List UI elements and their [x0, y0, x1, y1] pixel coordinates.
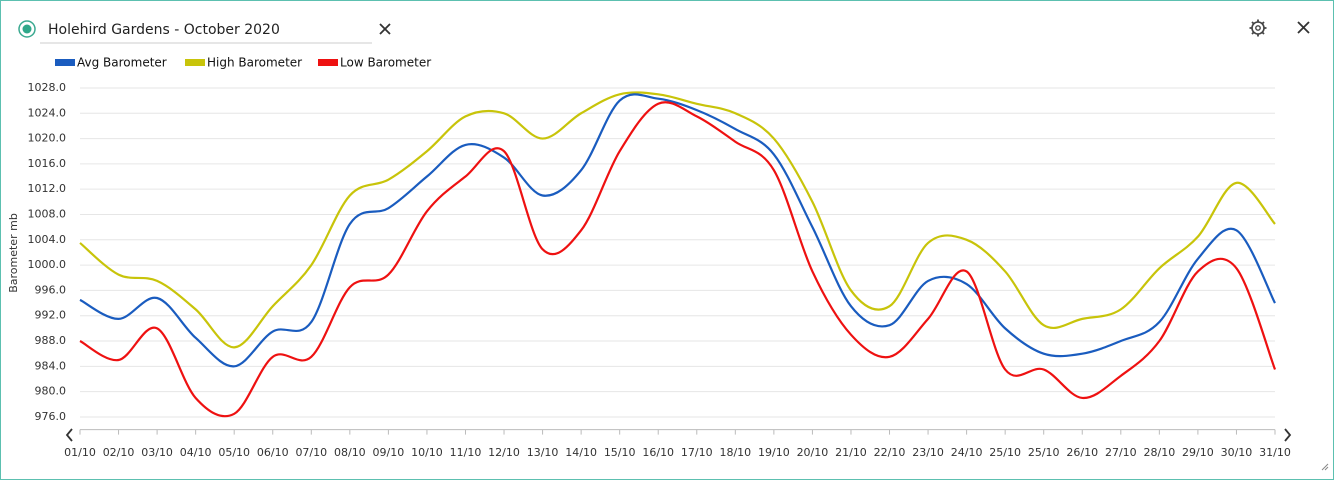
y-tick-label: 1020.0	[28, 132, 67, 145]
x-tick-label: 24/10	[951, 446, 983, 459]
prev-arrow[interactable]	[65, 428, 73, 442]
x-tick-label: 11/10	[450, 446, 482, 459]
x-tick-label: 21/10	[835, 446, 867, 459]
y-tick-label: 1000.0	[28, 258, 67, 271]
series-line	[79, 101, 1277, 418]
x-tick-label: 04/10	[180, 446, 212, 459]
x-tick-label: 25/10	[1028, 446, 1060, 459]
legend-swatch	[55, 59, 75, 66]
x-tick-label: 26/10	[1066, 446, 1098, 459]
x-tick-label: 27/10	[1105, 446, 1137, 459]
y-tick-label: 984.0	[35, 359, 67, 372]
x-tick-label: 14/10	[565, 446, 597, 459]
legend-label: Low Barometer	[340, 56, 431, 70]
legend-swatch	[318, 59, 338, 66]
y-tick-label: 996.0	[35, 283, 67, 296]
y-tick-label: 1008.0	[28, 207, 67, 220]
title-input[interactable]: Holehird Gardens - October 2020	[48, 22, 280, 38]
next-arrow[interactable]	[1284, 428, 1292, 442]
y-tick-label: 1016.0	[28, 157, 67, 170]
legend-swatch	[185, 59, 205, 66]
series-line	[79, 93, 1276, 368]
x-tick-label: 09/10	[373, 446, 405, 459]
x-tick-label: 23/10	[912, 446, 944, 459]
y-tick-label: 1028.0	[28, 81, 67, 94]
y-tick-label: 1024.0	[28, 106, 67, 119]
gear-hub	[1255, 25, 1261, 31]
clear-button[interactable]	[379, 23, 391, 35]
x-tick-label: 20/10	[797, 446, 829, 459]
x-tick-label: 06/10	[257, 446, 289, 459]
radio-button[interactable]	[18, 20, 36, 38]
x-tick-label: 15/10	[604, 446, 636, 459]
x-tick-label: 22/10	[874, 446, 906, 459]
x-tick-label: 28/10	[1144, 446, 1176, 459]
x-tick-label: 30/10	[1221, 446, 1253, 459]
x-tick-label: 08/10	[334, 446, 366, 459]
x-tick-label: 16/10	[642, 446, 674, 459]
y-tick-label: 980.0	[35, 385, 67, 398]
gear-teeth	[1249, 19, 1267, 37]
y-tick-label: 976.0	[35, 410, 67, 423]
x-tick-label: 17/10	[681, 446, 713, 459]
x-tick-label: 03/10	[141, 446, 173, 459]
x-tick-label: 31/10	[1259, 446, 1291, 459]
y-tick-label: 988.0	[35, 334, 67, 347]
radio-ring	[18, 20, 36, 38]
y-tick-label: 1012.0	[28, 182, 67, 195]
x-tick-label: 05/10	[218, 446, 250, 459]
resize-handle[interactable]	[1321, 463, 1329, 471]
x-tick-label: 29/10	[1182, 446, 1214, 459]
x-tick-label: 19/10	[758, 446, 790, 459]
x-tick-label: 25/10	[989, 446, 1021, 459]
series-line	[79, 91, 1276, 349]
legend-label: High Barometer	[207, 56, 302, 70]
y-tick-label: 1004.0	[28, 233, 67, 246]
y-axis-label: Barometer mb	[7, 213, 20, 293]
radio-dot	[22, 24, 32, 34]
x-tick-label: 13/10	[527, 446, 559, 459]
x-tick-label: 12/10	[488, 446, 520, 459]
x-tick-label: 10/10	[411, 446, 443, 459]
legend-label: Avg Barometer	[77, 56, 167, 70]
x-tick-label: 01/10	[64, 446, 96, 459]
close-button[interactable]	[1297, 21, 1310, 34]
y-tick-label: 992.0	[35, 309, 67, 322]
x-tick-label: 07/10	[295, 446, 327, 459]
x-tick-label: 02/10	[103, 446, 135, 459]
x-tick-label: 18/10	[719, 446, 751, 459]
settings-button[interactable]	[1249, 19, 1267, 37]
